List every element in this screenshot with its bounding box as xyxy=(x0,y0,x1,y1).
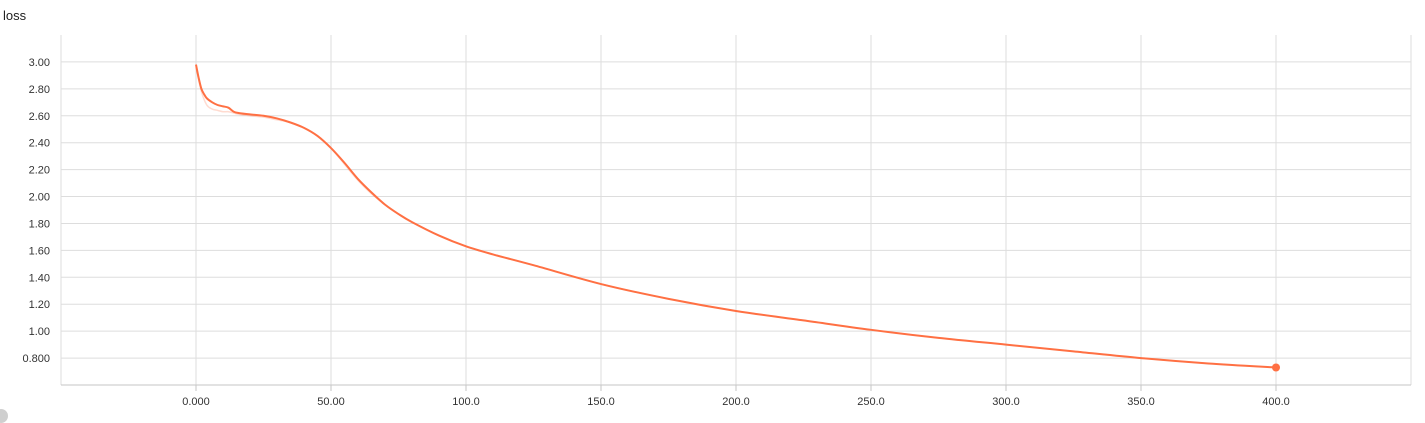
x-tick-label: 0.000 xyxy=(182,396,210,408)
x-tick-label: 200.0 xyxy=(722,396,750,408)
x-tick-label: 350.0 xyxy=(1127,396,1155,408)
loss-smoothed-line xyxy=(195,64,1277,369)
axis-layer xyxy=(61,384,1411,391)
x-tick-label: 250.0 xyxy=(857,396,885,408)
tick-labels: 0.800 1.00 1.20 1.40 1.60 1.80 2.00 2.20 2.40 2.6… xyxy=(22,57,1289,408)
chart-title: loss xyxy=(3,8,27,23)
y-tick-label: 1.40 xyxy=(29,272,50,284)
y-tick-label: 2.60 xyxy=(29,111,50,123)
x-tick-label: 150.0 xyxy=(587,396,615,408)
y-tick-label: 3.00 xyxy=(29,57,50,69)
scroll-indicator-icon xyxy=(0,409,8,423)
x-tick-label: 100.0 xyxy=(452,396,480,408)
y-tick-label: 1.20 xyxy=(29,299,50,311)
last-point-marker[interactable] xyxy=(1272,363,1280,372)
y-tick-label: 1.60 xyxy=(29,245,50,257)
y-tick-label: 2.20 xyxy=(29,165,50,177)
y-tick-label: 2.80 xyxy=(29,84,50,96)
y-tick-label: 0.800 xyxy=(22,353,50,365)
series-layer xyxy=(195,64,1280,372)
y-tick-label: 2.40 xyxy=(29,138,50,150)
x-tick-label: 300.0 xyxy=(992,396,1020,408)
y-tick-label: 1.00 xyxy=(29,326,50,338)
grid-layer xyxy=(60,35,1412,385)
x-tick-label: 400.0 xyxy=(1262,396,1290,408)
y-tick-label: 2.00 xyxy=(29,192,50,204)
x-tick-label: 50.00 xyxy=(317,396,345,408)
y-tick-label: 1.80 xyxy=(29,218,50,230)
